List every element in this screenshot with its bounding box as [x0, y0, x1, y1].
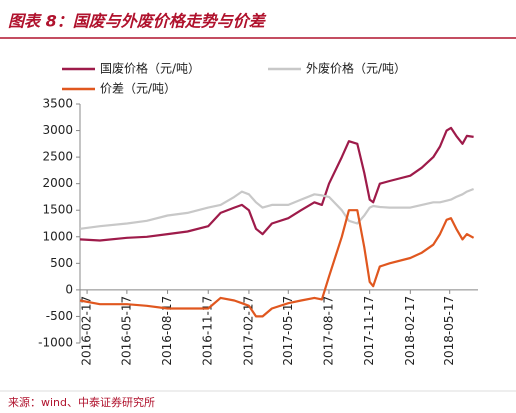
y-tick-label: -500	[46, 309, 73, 323]
x-tick-label: 2018-02-17	[403, 296, 417, 366]
series-line	[79, 209, 475, 318]
series-line	[79, 187, 474, 230]
y-tick-label: 0	[65, 282, 73, 296]
legend-label: 国废价格（元/吨）	[100, 61, 200, 76]
source-note: 来源：wind、中泰证券研究所	[8, 395, 155, 409]
x-tick-label: 2017-08-17	[321, 296, 335, 366]
x-tick-label: 2016-05-17	[119, 296, 133, 366]
y-tick-label: 3500	[42, 97, 73, 111]
y-tick-label: 2500	[42, 150, 73, 164]
x-tick-label: 2016-11-17	[201, 296, 215, 366]
y-tick-label: 500	[50, 256, 73, 270]
y-tick-label: 1000	[42, 229, 73, 243]
x-tick-label: 2017-11-17	[362, 296, 376, 366]
x-tick-label: 2017-05-17	[281, 296, 295, 366]
legend-label: 外废价格（元/吨）	[306, 61, 406, 76]
x-tick-label: 2016-02-17	[80, 296, 94, 366]
x-tick-label: 2016-08-17	[160, 296, 174, 366]
chart-title: 图表 8：国废与外废价格走势与价差	[8, 12, 267, 31]
y-tick-label: -1000	[38, 336, 73, 350]
x-tick-label: 2017-02-17	[241, 296, 255, 366]
legend-label: 价差（元/吨）	[100, 82, 176, 96]
y-tick-label: 2000	[42, 176, 73, 190]
y-tick-label: 1500	[42, 203, 73, 217]
series-line	[79, 126, 474, 242]
x-tick-label: 2018-05-17	[442, 296, 456, 366]
y-tick-label: 3000	[42, 123, 73, 137]
